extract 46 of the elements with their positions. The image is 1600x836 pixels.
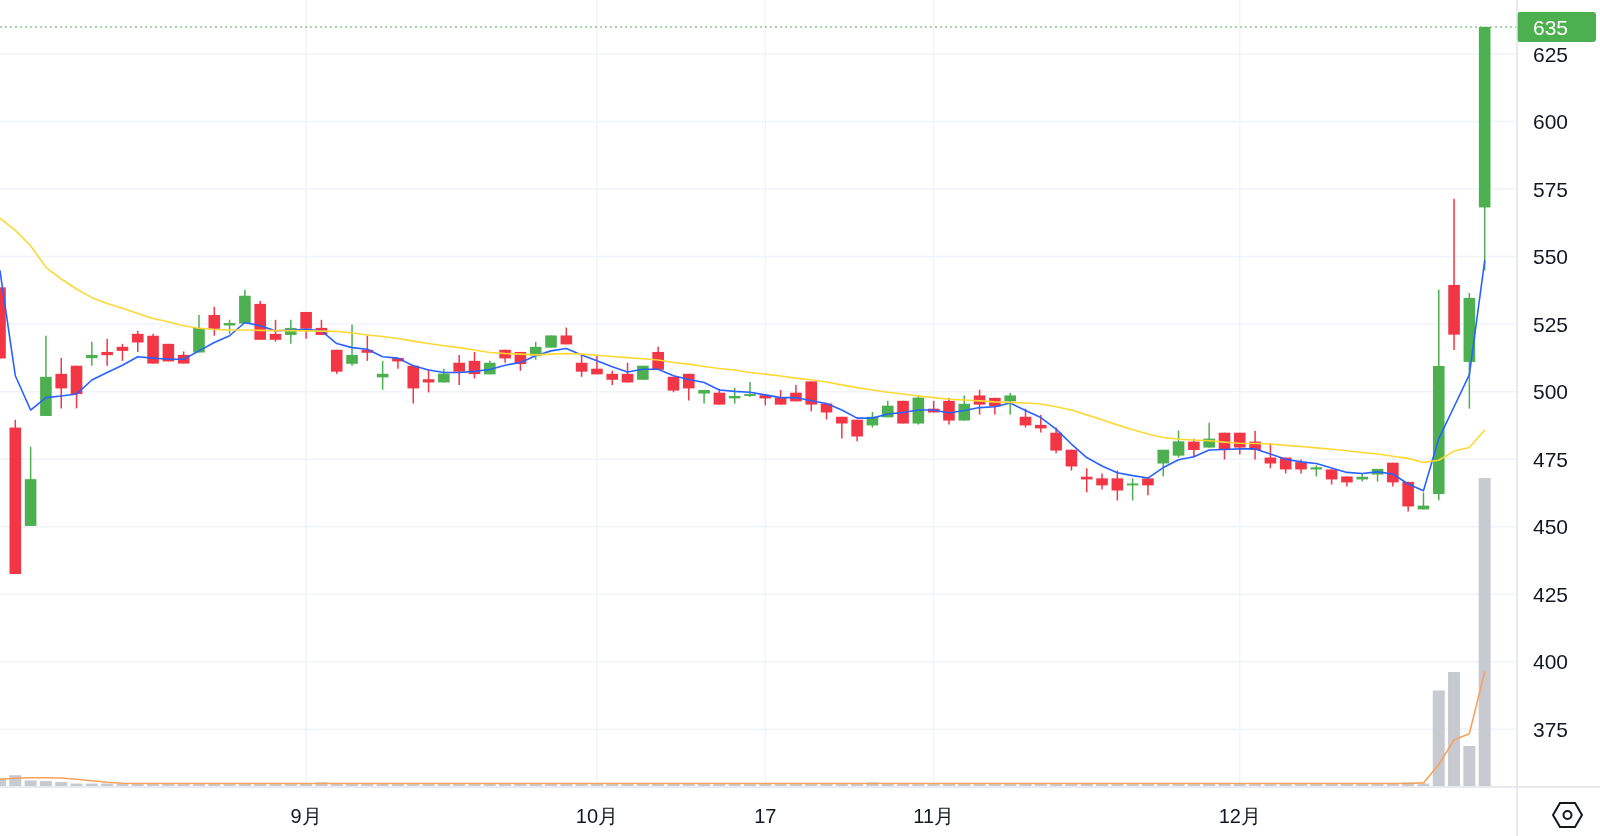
candlestick xyxy=(1004,391,1016,416)
candlestick xyxy=(575,354,588,378)
candlestick xyxy=(208,306,221,337)
ref-line-label: 635 xyxy=(1533,15,1569,39)
bar xyxy=(1463,745,1476,786)
y-tick-label: 500 xyxy=(1533,380,1569,404)
candlestick xyxy=(131,330,144,353)
y-tick-label: 475 xyxy=(1533,447,1569,471)
candlestick xyxy=(1157,448,1170,478)
candlestick xyxy=(101,337,113,367)
candlestick xyxy=(1111,469,1124,502)
y-tick-label: 450 xyxy=(1533,515,1569,539)
line-series xyxy=(0,260,1486,492)
y-tick-label: 600 xyxy=(1533,110,1569,134)
y-tick-label: 525 xyxy=(1533,312,1569,336)
candlestick xyxy=(55,357,68,410)
x-tick-label: 11月 xyxy=(913,805,955,827)
x-tick-label: 10月 xyxy=(575,805,619,827)
bar xyxy=(24,780,37,786)
bar xyxy=(1448,672,1461,786)
candlestick xyxy=(1126,477,1139,502)
candlestick xyxy=(1172,429,1185,459)
y-tick-label: 575 xyxy=(1533,177,1569,201)
bar xyxy=(1432,690,1445,786)
x-tick-label: 9月 xyxy=(290,805,322,827)
candlestick xyxy=(698,389,710,405)
candlestick xyxy=(269,319,282,343)
candlestick xyxy=(86,340,98,367)
y-tick-label: 425 xyxy=(1533,582,1569,606)
candlestick xyxy=(453,354,465,386)
candlestick xyxy=(744,381,756,398)
bar xyxy=(55,782,68,786)
candlestick xyxy=(346,323,358,367)
y-tick-label: 375 xyxy=(1533,717,1569,741)
candlestick xyxy=(330,349,343,375)
x-tick-label: 12月 xyxy=(1218,805,1261,827)
candlestick xyxy=(407,364,420,405)
y-tick-label: 550 xyxy=(1533,245,1569,269)
candlestick xyxy=(805,380,818,413)
x-tick-label: 17 xyxy=(754,805,777,827)
y-tick-label: 625 xyxy=(1533,42,1569,66)
bar xyxy=(39,781,52,786)
bar xyxy=(1478,478,1491,786)
candlestick xyxy=(958,394,971,422)
y-tick-label: 400 xyxy=(1533,650,1569,674)
line-series xyxy=(0,217,1486,464)
